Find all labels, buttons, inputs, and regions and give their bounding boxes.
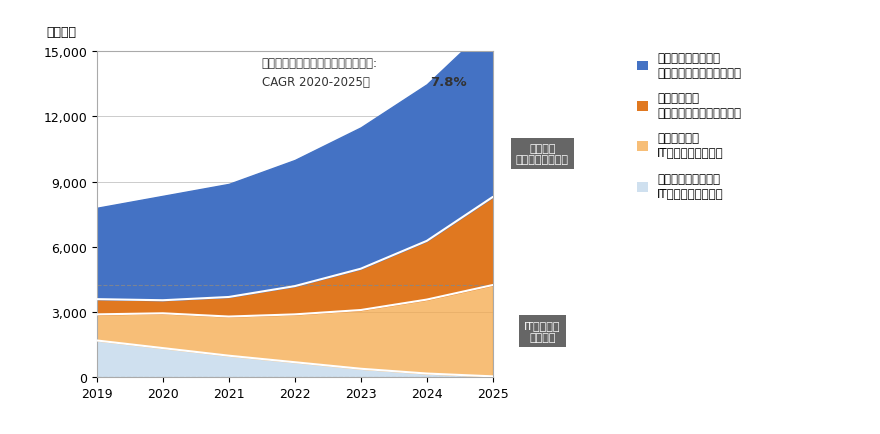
Text: ITコンサル
ティング: ITコンサル ティング <box>524 321 561 342</box>
Text: CAGR 2020-2025：: CAGR 2020-2025： <box>261 76 370 89</box>
Text: コンサルティングサービス市場全体:: コンサルティングサービス市場全体: <box>261 56 378 69</box>
Text: 7.8%: 7.8% <box>430 76 466 89</box>
Text: ビジネス
コンサルティング: ビジネス コンサルティング <box>516 143 568 165</box>
Y-axis label: （億円）: （億円） <box>46 26 77 39</box>
Legend: デジタル関連以外の
ビジネスコンサルティング, デジタル関連
ビジネスコンサルティング, デジタル関連
ITコンサルティング, デジタル関連以外の
ITコンサル: デジタル関連以外の ビジネスコンサルティング, デジタル関連 ビジネスコンサルテ… <box>637 52 741 201</box>
